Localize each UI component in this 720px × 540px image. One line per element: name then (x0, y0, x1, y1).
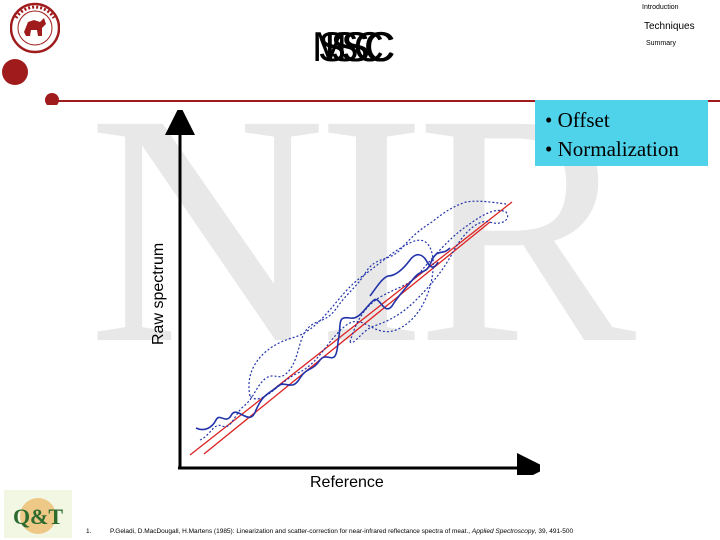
scatter-diagram (165, 110, 540, 475)
callout-item-offset: • Offset (545, 108, 610, 132)
callout-item-normalization: • Normalization (545, 137, 679, 161)
x-axis-label: Reference (310, 474, 384, 491)
spectrum-trace-dotted-2 (248, 239, 434, 400)
footnote-journal: Applied Spectroscopy (471, 528, 535, 535)
footnote-text: P.Geladi, D.MacDougall, H.Martens (1985)… (110, 528, 472, 535)
footnote-tail: , 39, 491-500 (534, 528, 574, 535)
spectrum-trace-solid (195, 247, 451, 431)
footnote: P.Geladi, D.MacDougall, H.Martens (1985)… (110, 528, 573, 535)
regression-line-2 (203, 221, 491, 455)
spectrum-trace-dotted-3 (349, 209, 509, 344)
university-seal-logo (10, 2, 60, 54)
qt-logo-text: Q&T (13, 504, 63, 529)
slide-title-isc: ISC (324, 23, 384, 70)
slide-title-ssc: SSC (318, 23, 394, 70)
nav-techniques[interactable]: Techniques (644, 21, 695, 32)
spectrum-trace-solid-2 (369, 253, 439, 297)
nav-introduction[interactable]: Introduction (642, 4, 679, 11)
slide-title-msc: MSC (312, 23, 395, 70)
callout-box: • Offset • Normalization (535, 100, 708, 166)
footnote-number: 1. (86, 528, 92, 535)
regression-line-1 (189, 201, 513, 456)
spectrum-trace-dotted-1 (199, 200, 507, 441)
qt-logo: Q&T (4, 490, 72, 538)
y-axis-label: Raw spectrum (150, 242, 167, 345)
nav-summary[interactable]: Summary (646, 40, 676, 47)
